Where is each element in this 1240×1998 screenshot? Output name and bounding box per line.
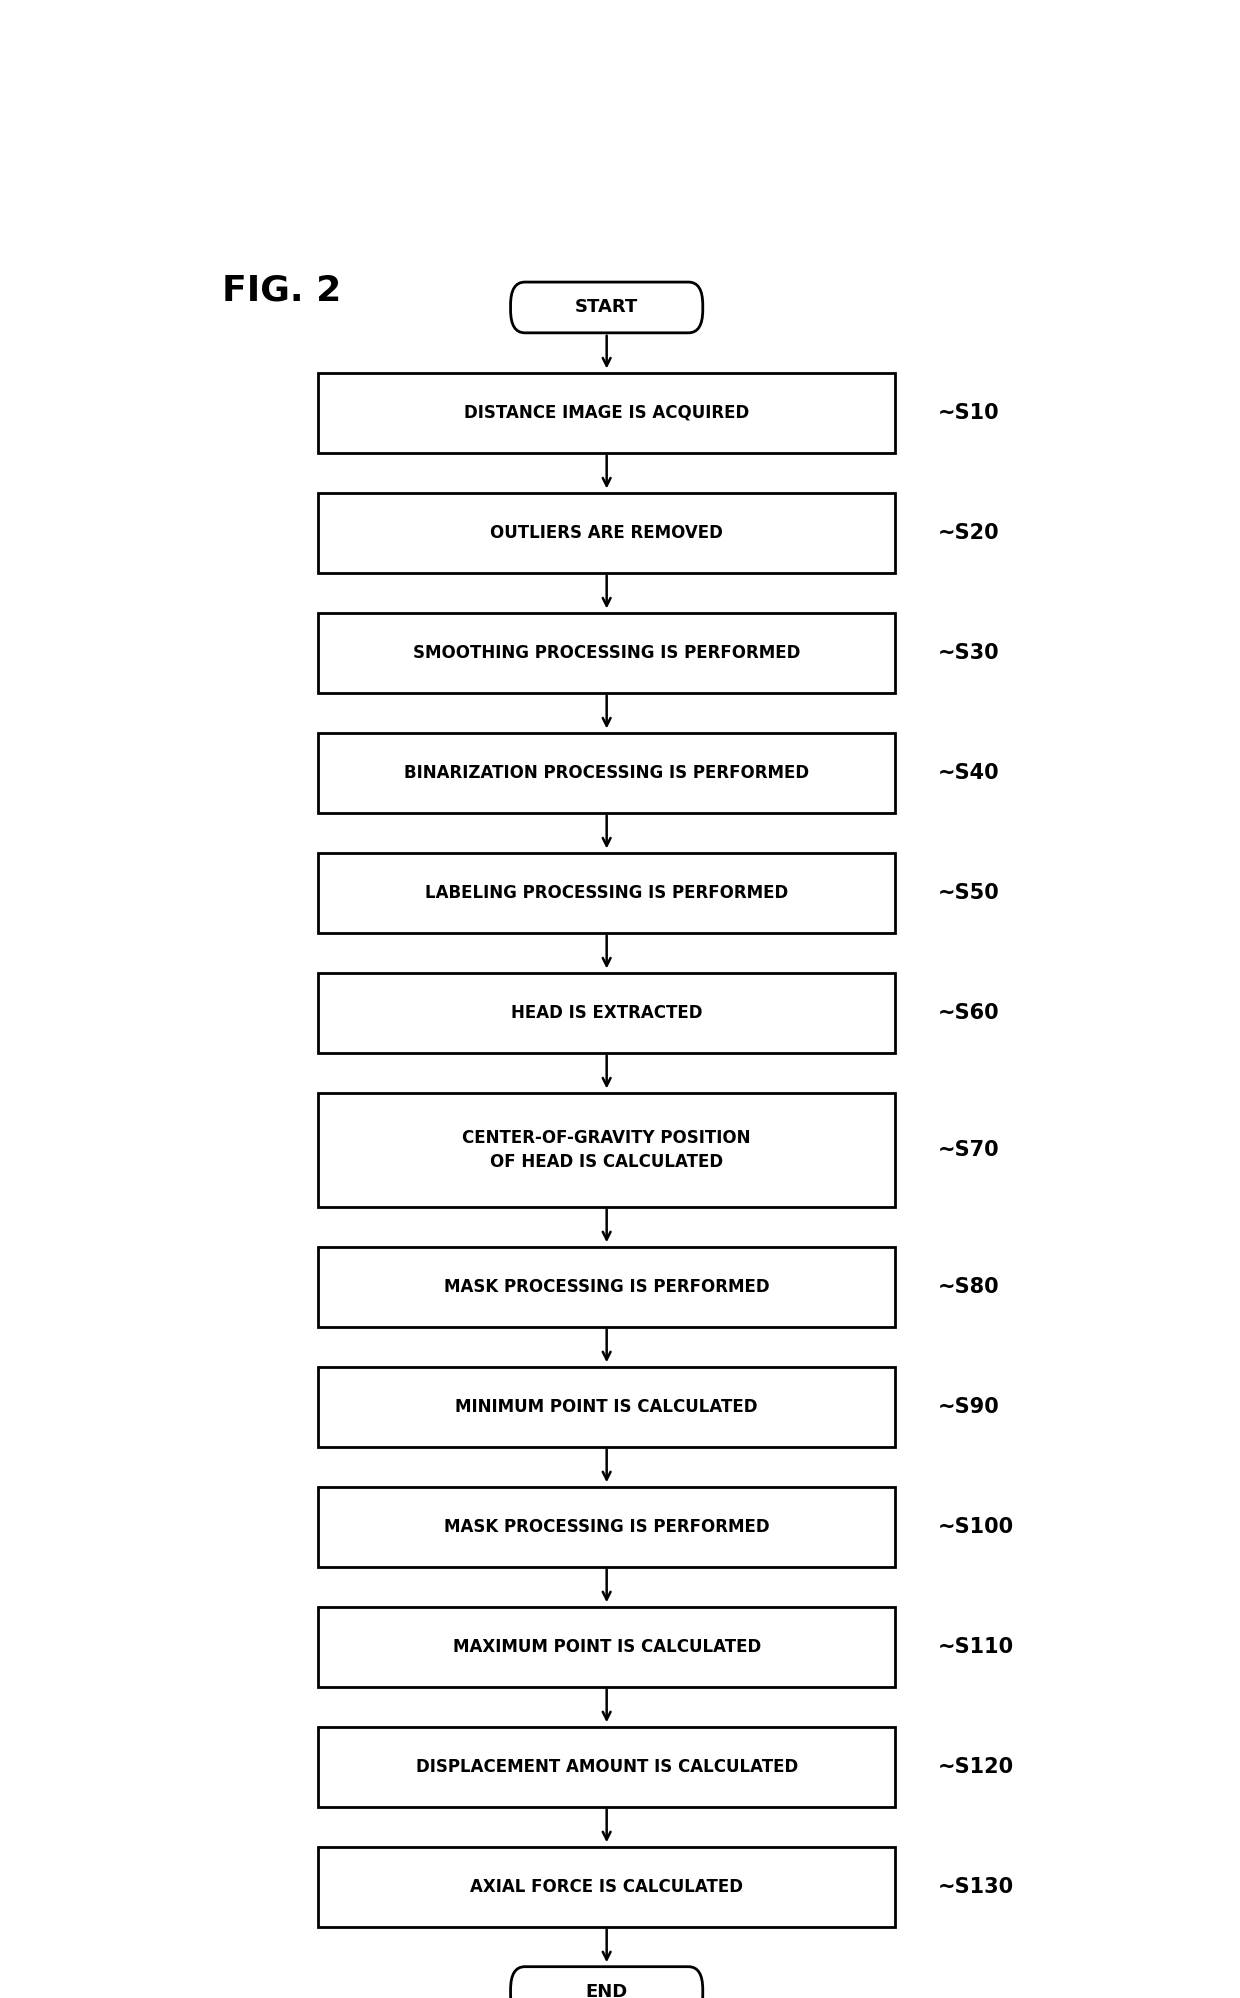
FancyBboxPatch shape bbox=[511, 282, 703, 334]
Text: START: START bbox=[575, 298, 639, 316]
Text: ~S70: ~S70 bbox=[939, 1139, 999, 1159]
Text: ~S10: ~S10 bbox=[939, 404, 999, 424]
Text: AXIAL FORCE IS CALCULATED: AXIAL FORCE IS CALCULATED bbox=[470, 1878, 743, 1896]
Bar bbox=[319, 1726, 895, 1806]
Text: HEAD IS EXTRACTED: HEAD IS EXTRACTED bbox=[511, 1003, 702, 1021]
Bar bbox=[319, 1606, 895, 1686]
Text: SMOOTHING PROCESSING IS PERFORMED: SMOOTHING PROCESSING IS PERFORMED bbox=[413, 643, 800, 661]
Text: CENTER-OF-GRAVITY POSITION
OF HEAD IS CALCULATED: CENTER-OF-GRAVITY POSITION OF HEAD IS CA… bbox=[463, 1129, 751, 1171]
Bar bbox=[319, 1093, 895, 1207]
Text: DISPLACEMENT AMOUNT IS CALCULATED: DISPLACEMENT AMOUNT IS CALCULATED bbox=[415, 1758, 797, 1776]
Text: ~S120: ~S120 bbox=[939, 1756, 1014, 1776]
Text: MASK PROCESSING IS PERFORMED: MASK PROCESSING IS PERFORMED bbox=[444, 1518, 770, 1536]
Text: LABELING PROCESSING IS PERFORMED: LABELING PROCESSING IS PERFORMED bbox=[425, 883, 789, 901]
Text: ~S50: ~S50 bbox=[939, 883, 999, 903]
Bar bbox=[319, 973, 895, 1053]
Text: ~S60: ~S60 bbox=[939, 1003, 999, 1023]
Text: END: END bbox=[585, 1984, 627, 1998]
Text: ~S100: ~S100 bbox=[939, 1516, 1014, 1536]
Bar bbox=[319, 733, 895, 813]
Bar bbox=[319, 613, 895, 693]
Bar bbox=[319, 1247, 895, 1327]
Bar bbox=[319, 853, 895, 933]
Bar bbox=[319, 1487, 895, 1566]
Bar bbox=[319, 494, 895, 573]
Text: OUTLIERS ARE REMOVED: OUTLIERS ARE REMOVED bbox=[490, 523, 723, 541]
Text: MINIMUM POINT IS CALCULATED: MINIMUM POINT IS CALCULATED bbox=[455, 1399, 758, 1417]
Text: DISTANCE IMAGE IS ACQUIRED: DISTANCE IMAGE IS ACQUIRED bbox=[464, 404, 749, 422]
Bar bbox=[319, 1846, 895, 1926]
Bar bbox=[319, 374, 895, 454]
Text: ~S40: ~S40 bbox=[939, 763, 999, 783]
Text: BINARIZATION PROCESSING IS PERFORMED: BINARIZATION PROCESSING IS PERFORMED bbox=[404, 763, 810, 781]
Text: MASK PROCESSING IS PERFORMED: MASK PROCESSING IS PERFORMED bbox=[444, 1277, 770, 1295]
Text: ~S90: ~S90 bbox=[939, 1397, 999, 1417]
Text: ~S80: ~S80 bbox=[939, 1277, 999, 1297]
Text: ~S30: ~S30 bbox=[939, 643, 999, 663]
Text: ~S130: ~S130 bbox=[939, 1876, 1014, 1896]
Bar bbox=[319, 1367, 895, 1447]
FancyBboxPatch shape bbox=[511, 1966, 703, 1998]
Text: FIG. 2: FIG. 2 bbox=[222, 274, 341, 308]
Text: MAXIMUM POINT IS CALCULATED: MAXIMUM POINT IS CALCULATED bbox=[453, 1638, 761, 1656]
Text: ~S110: ~S110 bbox=[939, 1636, 1014, 1656]
Text: ~S20: ~S20 bbox=[939, 523, 999, 543]
